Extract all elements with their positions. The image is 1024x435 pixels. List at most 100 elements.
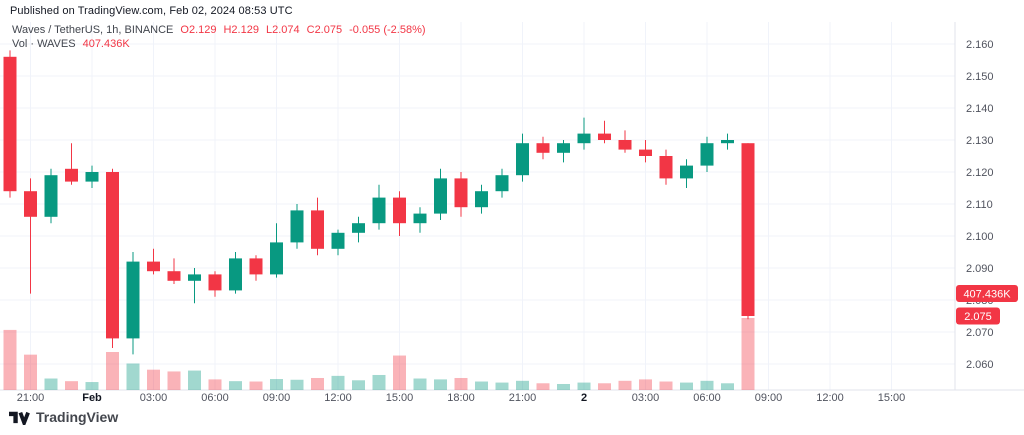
volume-bar <box>557 383 570 390</box>
candle-body <box>372 197 386 224</box>
time-tick-label: 06:00 <box>693 392 721 404</box>
volume-bar <box>270 379 283 390</box>
candle-body <box>700 143 714 166</box>
volume-bar <box>85 382 99 390</box>
volume-bar <box>618 380 632 390</box>
price-axis[interactable]: 2.160 2.150 2.140 2.130 2.120 2.110 2.100 2.090… <box>966 39 994 371</box>
volume-bar <box>65 381 78 390</box>
axis-badges: 407.436K 2.075 <box>956 285 1018 325</box>
candle-body <box>434 178 447 214</box>
volume-bar <box>721 383 734 390</box>
volume-bar <box>434 379 447 390</box>
volume-bar <box>577 382 591 390</box>
published-caption: Published on TradingView.com, Feb 02, 20… <box>10 5 293 17</box>
candle-body <box>85 172 99 182</box>
volume-bar <box>454 377 468 390</box>
candle-body <box>393 197 406 224</box>
candle-body <box>352 223 365 233</box>
candle-body <box>126 261 140 339</box>
volume-bar <box>352 380 365 390</box>
tradingview-logo[interactable]: TradingView <box>9 409 118 425</box>
volume-bar <box>167 371 181 390</box>
volume-bar <box>700 380 714 390</box>
volume-bar <box>229 381 242 390</box>
time-tick-label: 12:00 <box>324 392 352 404</box>
candle-body <box>577 133 591 144</box>
time-tick-label: 21:00 <box>509 392 537 404</box>
volume-indicator-label[interactable]: Vol · WAVES <box>12 38 76 50</box>
volume-row: Vol · WAVES 407.436K <box>12 37 426 51</box>
candle-body <box>331 232 345 249</box>
chart-legend: Waves / TetherUS, 1h, BINANCE O2.129 H2.… <box>12 23 426 51</box>
time-axis[interactable]: 21:00 Feb 03:00 06:00 09:00 12:00 15:00 18:00 21… <box>17 392 906 404</box>
time-tick-label: 15:00 <box>878 392 906 404</box>
candle-body <box>24 191 37 217</box>
candles <box>3 50 755 355</box>
price-tick-label: 2.120 <box>966 167 994 179</box>
volume-bar <box>290 379 304 390</box>
symbol-title[interactable]: Waves / TetherUS, 1h, BINANCE <box>12 24 174 36</box>
candle-body <box>65 168 78 182</box>
candle-body <box>454 178 468 208</box>
candle-body <box>311 210 324 249</box>
price-tick-label: 2.110 <box>966 199 993 211</box>
ohlc-low: L2.074 <box>265 24 300 36</box>
candle-body <box>290 210 304 243</box>
candle-body <box>475 191 488 208</box>
price-tick-label: 2.070 <box>966 327 994 339</box>
volume-badge-text: 407.436K <box>963 289 1011 301</box>
time-tick-label: 09:00 <box>755 392 783 404</box>
volume-bar <box>208 379 222 390</box>
ohlc-open: O2.129 <box>180 24 217 36</box>
time-tick-label: 03:00 <box>140 392 168 404</box>
volume-bar <box>495 382 509 390</box>
volume-bar <box>598 383 611 390</box>
candle-body <box>741 143 755 316</box>
symbol-row: Waves / TetherUS, 1h, BINANCE O2.129 H2.… <box>12 23 426 37</box>
time-tick-label: 03:00 <box>632 392 660 404</box>
candle-body <box>639 149 652 156</box>
candle-body <box>516 143 529 176</box>
candle-body <box>557 143 570 153</box>
ohlc-close: C2.075 <box>306 24 343 36</box>
price-tick-label: 2.160 <box>966 39 994 51</box>
candle-body <box>3 56 17 192</box>
time-tick-label: 09:00 <box>263 392 291 404</box>
price-tick-label: 2.130 <box>966 135 994 147</box>
volume-value: 407.436K <box>82 38 130 50</box>
price-tick-label: 2.090 <box>966 263 994 275</box>
candle-body <box>229 258 242 291</box>
volume-bar <box>249 381 263 390</box>
candle-body <box>167 271 181 281</box>
tradingview-logo-text: TradingView <box>36 409 119 425</box>
candle-body <box>618 140 632 150</box>
candle-body <box>413 213 427 224</box>
volume-bar <box>393 355 406 390</box>
time-tick-label: 21:00 <box>17 392 45 404</box>
price-badge <box>956 307 1000 325</box>
volume-bar <box>126 363 140 390</box>
time-tick-label: 12:00 <box>816 392 844 404</box>
volume-bar <box>44 378 58 390</box>
price-tick-label: 2.060 <box>966 359 994 371</box>
candle-body <box>680 165 693 179</box>
price-tick-label: 2.100 <box>966 231 994 243</box>
ohlc-high: H2.129 <box>223 24 259 36</box>
volume-bar <box>24 354 37 390</box>
volume-bar <box>516 380 529 390</box>
price-tick-label: 2.150 <box>966 71 994 83</box>
candle-body <box>536 143 550 153</box>
volume-bar <box>536 383 550 390</box>
volume-bar <box>372 374 386 390</box>
volume-bar <box>331 375 345 390</box>
candle-body <box>659 156 673 179</box>
time-tick-label: 18:00 <box>447 392 475 404</box>
time-tick-label: Feb <box>82 392 102 404</box>
tradingview-logo-icon <box>9 411 30 425</box>
volume-bar <box>475 381 488 390</box>
price-change: -0.055 (-2.58%) <box>349 24 426 36</box>
time-tick-label: 06:00 <box>201 392 229 404</box>
candle-body <box>249 258 263 275</box>
